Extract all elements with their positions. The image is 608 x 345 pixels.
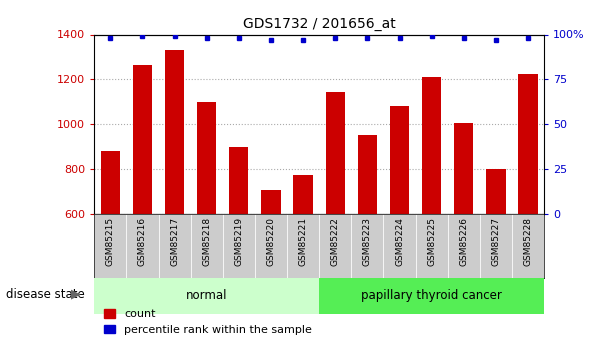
Text: GSM85217: GSM85217 [170, 217, 179, 266]
Text: GSM85215: GSM85215 [106, 217, 115, 266]
Bar [384, 214, 416, 278]
Bar [197, 102, 216, 214]
Bar [326, 92, 345, 214]
Bar [255, 214, 287, 278]
Bar [480, 214, 512, 278]
Text: normal: normal [186, 289, 227, 302]
Bar [287, 214, 319, 278]
Bar [319, 278, 544, 314]
Bar [454, 123, 474, 214]
Title: GDS1732 / 201656_at: GDS1732 / 201656_at [243, 17, 396, 31]
Text: GSM85221: GSM85221 [299, 217, 308, 266]
Bar [94, 278, 319, 314]
Bar [390, 106, 409, 214]
Text: GSM85218: GSM85218 [202, 217, 211, 266]
Bar [358, 136, 377, 214]
Bar [319, 214, 351, 278]
Bar [351, 214, 384, 278]
Bar [159, 214, 191, 278]
Text: disease state: disease state [6, 288, 85, 300]
Bar [191, 214, 223, 278]
Bar [447, 214, 480, 278]
Text: GSM85225: GSM85225 [427, 217, 436, 266]
Text: GSM85220: GSM85220 [266, 217, 275, 266]
Bar [229, 147, 249, 214]
Bar [223, 214, 255, 278]
Legend: count, percentile rank within the sample: count, percentile rank within the sample [100, 305, 317, 339]
Bar [486, 169, 506, 214]
Bar [422, 77, 441, 214]
Text: GSM85227: GSM85227 [491, 217, 500, 266]
Bar [165, 50, 184, 214]
Bar [133, 65, 152, 214]
Text: GSM85226: GSM85226 [459, 217, 468, 266]
Text: GSM85222: GSM85222 [331, 217, 340, 266]
Bar [519, 74, 537, 214]
Text: GSM85223: GSM85223 [363, 217, 372, 266]
Bar [294, 175, 313, 214]
Text: GSM85219: GSM85219 [234, 217, 243, 266]
Bar [416, 214, 447, 278]
Bar [94, 214, 126, 278]
Text: GSM85216: GSM85216 [138, 217, 147, 266]
Text: GSM85228: GSM85228 [523, 217, 533, 266]
Bar [512, 214, 544, 278]
Text: papillary thyroid cancer: papillary thyroid cancer [361, 289, 502, 302]
Bar [101, 151, 120, 214]
Bar [126, 214, 159, 278]
Text: GSM85224: GSM85224 [395, 217, 404, 266]
Bar [261, 190, 281, 214]
Text: ▶: ▶ [71, 288, 81, 300]
